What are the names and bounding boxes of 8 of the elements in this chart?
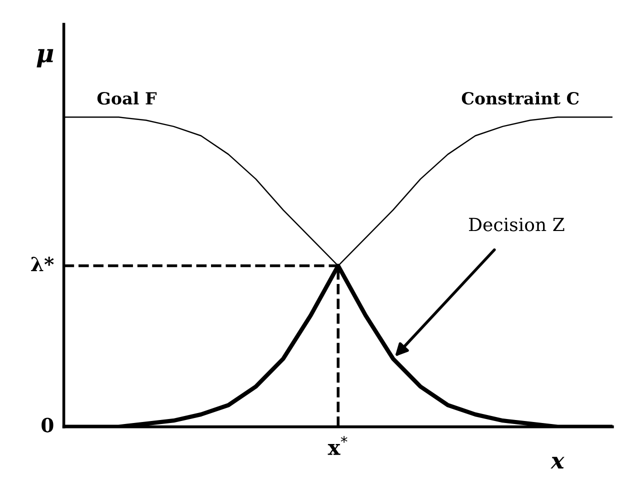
series-label: Constraint C bbox=[462, 92, 579, 105]
text: 0 bbox=[42, 418, 54, 432]
series-label: Goal F bbox=[97, 92, 157, 105]
x-axis-title: x bbox=[550, 456, 564, 468]
ref-line-label: λ* bbox=[31, 256, 54, 272]
y-axis-title: μ bbox=[36, 49, 54, 68]
text: x$^{*}$ bbox=[328, 436, 348, 455]
text: Decision Z bbox=[469, 218, 564, 232]
